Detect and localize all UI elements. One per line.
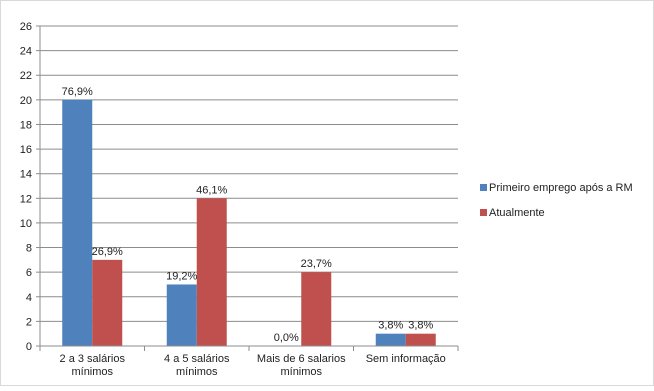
x-tick-label: 2 a 3 salários mínimos	[60, 353, 126, 378]
y-tick-label: 16	[20, 144, 32, 156]
legend-label: Atualmente	[489, 207, 545, 219]
data-label: 23,7%	[301, 258, 332, 270]
bar	[196, 198, 227, 346]
data-label: 26,9%	[92, 246, 123, 258]
y-tick-label: 24	[20, 46, 32, 58]
x-tick-label: Mais de 6 salarios mínimos	[257, 353, 346, 378]
x-tick-label: Sem informação	[366, 353, 446, 365]
y-tick-label: 8	[26, 243, 32, 255]
data-label: 19,2%	[166, 270, 197, 282]
data-label: 76,9%	[62, 86, 93, 98]
x-tick-label-line: 4 a 5 salários	[164, 353, 230, 365]
legend-swatch	[480, 184, 487, 191]
bar	[92, 259, 123, 346]
x-tick-label-line: 2 a 3 salários	[60, 353, 126, 365]
x-tick-label-line: mínimos	[280, 366, 322, 378]
data-label: 3,8%	[408, 320, 433, 332]
legend: Primeiro emprego após a RM Atualmente	[480, 182, 633, 219]
legend-swatch	[480, 209, 487, 216]
bar	[166, 284, 197, 346]
y-tick-label: 6	[26, 267, 32, 279]
x-tick-label: 4 a 5 salários mínimos	[164, 353, 230, 378]
data-label: 3,8%	[378, 320, 403, 332]
y-tick-label: 10	[20, 218, 32, 230]
x-tick-label-line: mínimos	[176, 366, 218, 378]
y-tick-label: 26	[20, 21, 32, 33]
y-tick-label: 14	[20, 169, 32, 181]
y-tick-label: 18	[20, 119, 32, 131]
data-label: 0,0%	[274, 332, 299, 344]
y-tick-label: 0	[26, 341, 32, 353]
y-tick-label: 12	[20, 193, 32, 205]
x-tick-label-line: Sem informação	[366, 353, 446, 365]
x-tick-label-line: mínimos	[71, 366, 113, 378]
y-tick-label: 20	[20, 95, 32, 107]
bar	[301, 272, 332, 346]
x-tick-label-line: Mais de 6 salarios	[257, 353, 346, 365]
data-label: 46,1%	[196, 184, 227, 196]
legend-label: Primeiro emprego após a RM	[489, 182, 633, 194]
y-tick-label: 22	[20, 70, 32, 82]
bar	[405, 333, 436, 346]
bars	[62, 99, 436, 346]
y-tick-label: 2	[26, 316, 32, 328]
bar	[375, 333, 406, 346]
y-tick-label: 4	[26, 292, 32, 304]
bar	[62, 99, 93, 346]
data-labels: 76,9% 19,2% 0,0% 3,8% 26,9% 46,1% 23,7% 3,8%	[62, 86, 434, 344]
